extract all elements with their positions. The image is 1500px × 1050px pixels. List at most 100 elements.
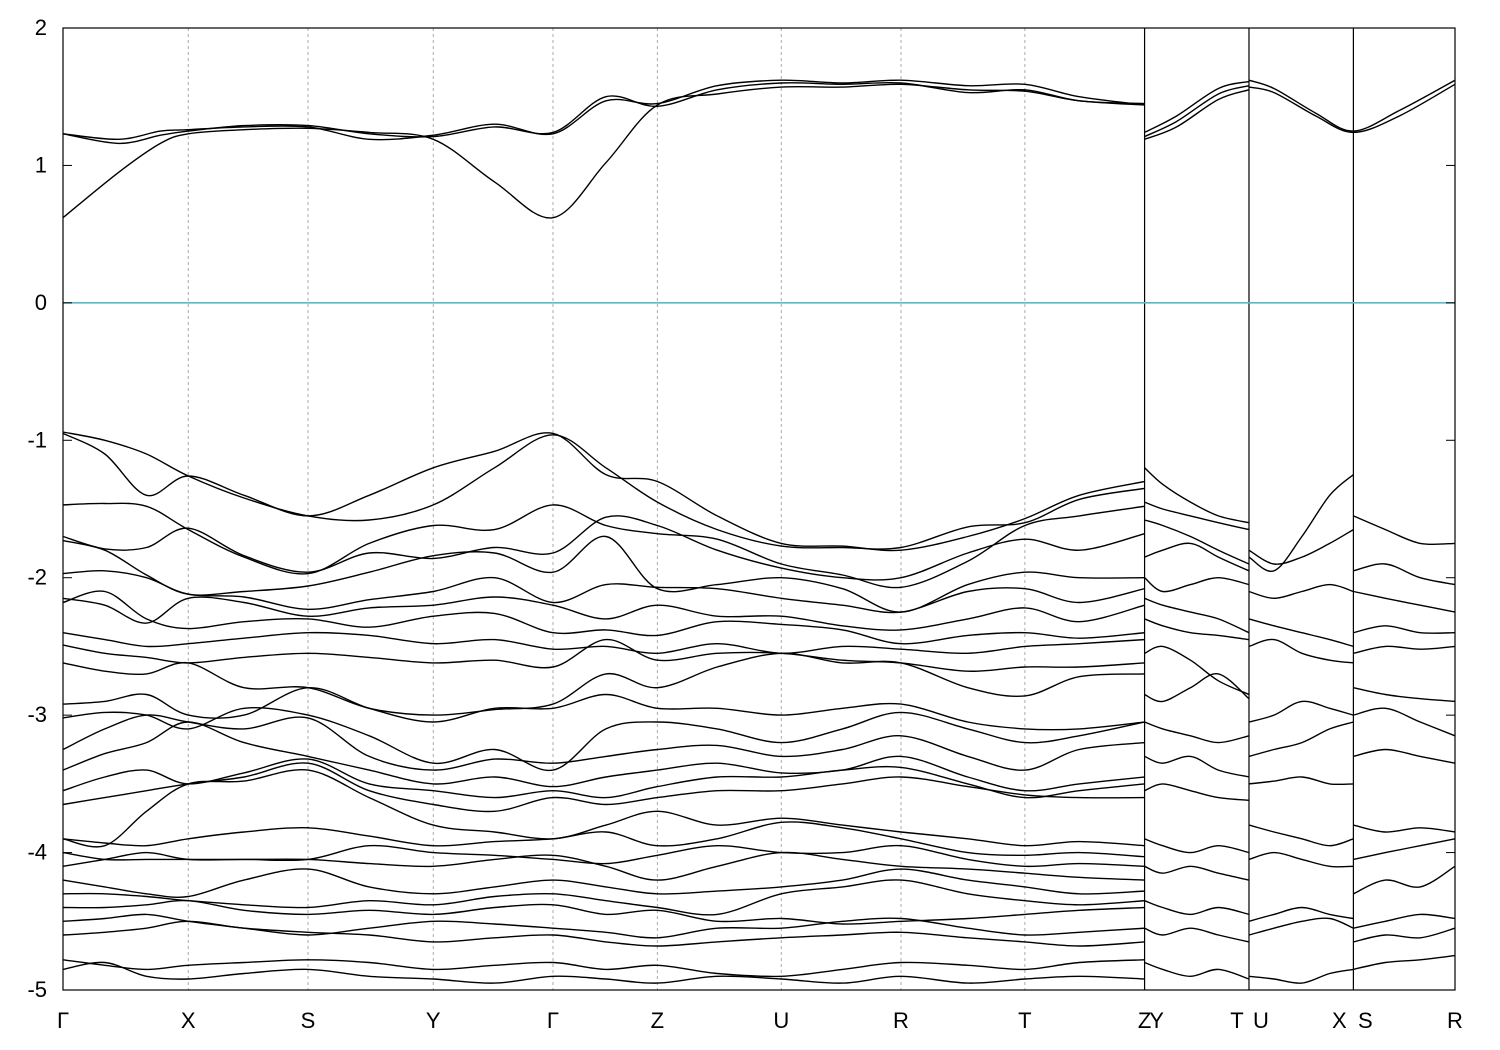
valence-band-line (1144, 645, 1250, 696)
valence-band-line (62, 868, 1145, 898)
y-tick-label: 2 (35, 15, 47, 40)
valence-band-line (62, 821, 1145, 858)
valence-band-line (1248, 638, 1354, 664)
valence-band-line (1353, 927, 1456, 943)
valence-band-line (1144, 755, 1250, 778)
x-tick-label: Y (1149, 1008, 1164, 1033)
valence-band-line (1144, 618, 1250, 641)
valence-band-line (1353, 625, 1456, 634)
x-tick-label: X (1332, 1008, 1347, 1033)
valence-band-line (62, 631, 1145, 655)
valence-band-line (1353, 687, 1456, 703)
y-tick-label: 1 (35, 152, 47, 177)
y-tick-label: 0 (35, 290, 47, 315)
x-tick-label: Γ (547, 1008, 559, 1033)
valence-band-line (1144, 721, 1250, 744)
valence-band-line (1353, 645, 1456, 654)
valence-band-line (1144, 673, 1250, 703)
valence-band-line (1353, 748, 1456, 764)
valence-band-line (1248, 528, 1354, 565)
valence-band-line (1248, 917, 1354, 936)
valence-band-line (62, 961, 1145, 984)
valence-band-line (62, 432, 1145, 552)
y-tick-label: -4 (27, 840, 47, 865)
conduction-band-line (1248, 79, 1456, 132)
valence-band-line (1144, 900, 1250, 916)
valence-band-line (1144, 865, 1250, 881)
x-tick-label: R (893, 1008, 909, 1033)
valence-band-line (1144, 519, 1250, 565)
valence-band-line (1144, 597, 1250, 634)
x-tick-label: Y (426, 1008, 441, 1033)
valence-band-line (62, 431, 1145, 550)
valence-band-line (62, 590, 1145, 645)
valence-band-line (1248, 721, 1354, 758)
valence-band-line (1353, 590, 1456, 613)
x-tick-label: Z (1138, 1008, 1151, 1033)
valence-band-line (1144, 467, 1250, 524)
valence-band-line (1144, 576, 1250, 593)
valence-band-line (62, 899, 1145, 925)
valence-band-line (62, 502, 1145, 589)
y-tick-label: -2 (27, 565, 47, 590)
valence-band-line (1353, 515, 1456, 546)
conduction-band-line (62, 81, 1145, 145)
conduction-band-line (62, 83, 1145, 219)
conduction-band-line (62, 79, 1145, 141)
valence-band-line (1248, 618, 1354, 648)
valence-band-line (62, 959, 1145, 978)
valence-band-line (62, 851, 1145, 881)
x-tick-label: X (181, 1008, 196, 1033)
valence-band-line (1248, 968, 1354, 984)
valence-band-line (1248, 851, 1354, 868)
valence-band-line (1248, 776, 1354, 786)
valence-band-line (1353, 865, 1456, 895)
x-tick-label: S (301, 1008, 316, 1033)
valence-band-line (1353, 913, 1456, 929)
valence-band-line (1248, 583, 1354, 600)
valence-band-line (62, 515, 1145, 581)
valence-band-line (62, 596, 1145, 631)
valence-band-line (62, 638, 1145, 672)
valence-band-line (1144, 838, 1250, 854)
valence-band-line (1353, 954, 1456, 971)
valence-band-line (62, 920, 1145, 947)
conduction-band-line (1144, 89, 1250, 140)
band-lines (62, 79, 1456, 984)
valence-band-line (1248, 906, 1354, 922)
plot-frame (62, 27, 1456, 991)
y-tick-label: -1 (27, 427, 47, 452)
axis-ticks (63, 27, 1455, 991)
x-tick-label: U (1253, 1008, 1269, 1033)
valence-band-line (1248, 700, 1354, 723)
valence-band-line (1144, 501, 1250, 531)
valence-band-line (1353, 707, 1456, 737)
y-tick-label: -3 (27, 702, 47, 727)
x-tick-label: Z (651, 1008, 664, 1033)
valence-band-line (62, 721, 1145, 792)
x-tick-label: Γ (57, 1008, 69, 1033)
valence-band-line (62, 913, 1145, 939)
valence-band-line (1144, 783, 1250, 801)
x-tick-label: U (773, 1008, 789, 1033)
valence-band-line (1144, 542, 1250, 572)
x-tick-label: R (1447, 1008, 1463, 1033)
valence-band-line (62, 570, 1145, 614)
x-tick-label: T (1018, 1008, 1031, 1033)
valence-band-line (1353, 563, 1456, 586)
valence-band-line (62, 652, 1145, 716)
y-tick-label: -5 (27, 977, 47, 1002)
axis-labels: 210-1-2-3-4-5Γ X S Y Γ Z U R T ZY T U X S R (27, 15, 1463, 1033)
conduction-band-line (1144, 80, 1250, 134)
valence-band-line (1144, 961, 1250, 980)
valence-band-line (1353, 824, 1456, 833)
valence-band-line (62, 686, 1145, 731)
valence-band-line (1353, 838, 1456, 861)
x-tick-label: T (1230, 1008, 1243, 1033)
valence-band-line (1248, 474, 1354, 573)
valence-band-line (1248, 824, 1354, 847)
grid-lines (187, 28, 1354, 990)
conduction-band-line (1144, 85, 1250, 138)
